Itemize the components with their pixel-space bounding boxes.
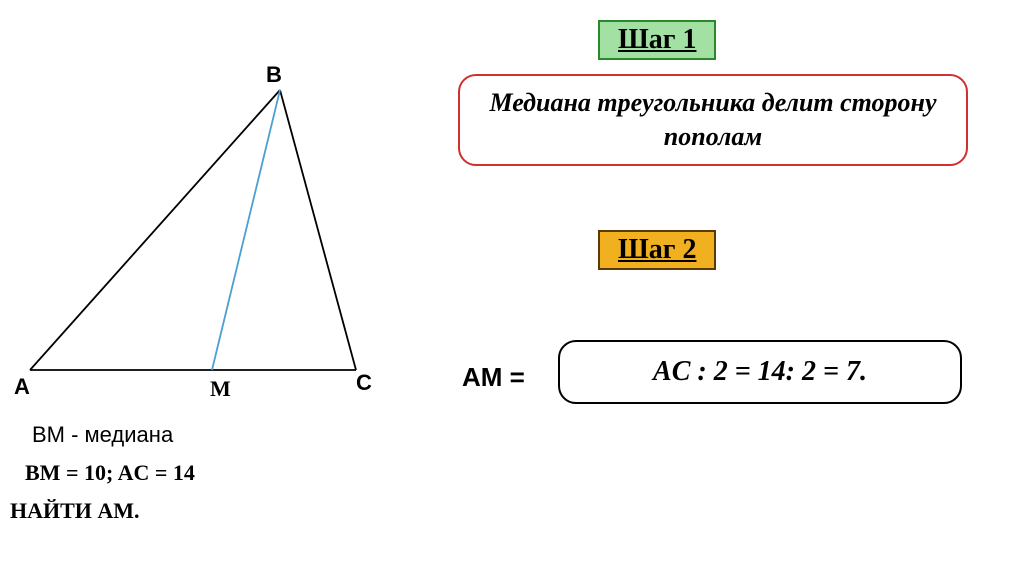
am-equals-label: АМ = xyxy=(462,362,525,393)
vertex-label-a: A xyxy=(14,374,30,400)
triangle-diagram xyxy=(12,70,412,390)
step-1-badge: Шаг 1 xyxy=(598,20,716,60)
vertex-label-b: B xyxy=(266,62,282,88)
given-line-1: ВМ - медиана xyxy=(32,422,173,448)
formula-box: AC : 2 = 14: 2 = 7. xyxy=(558,340,962,404)
vertex-label-m: M xyxy=(210,376,231,402)
find-line: НАЙТИ АМ. xyxy=(10,498,140,524)
given-line-2: BM = 10; AC = 14 xyxy=(25,460,195,486)
rule-box: Медиана треугольника делит сторону попол… xyxy=(458,74,968,166)
step-2-badge: Шаг 2 xyxy=(598,230,716,270)
vertex-label-c: C xyxy=(356,370,372,396)
